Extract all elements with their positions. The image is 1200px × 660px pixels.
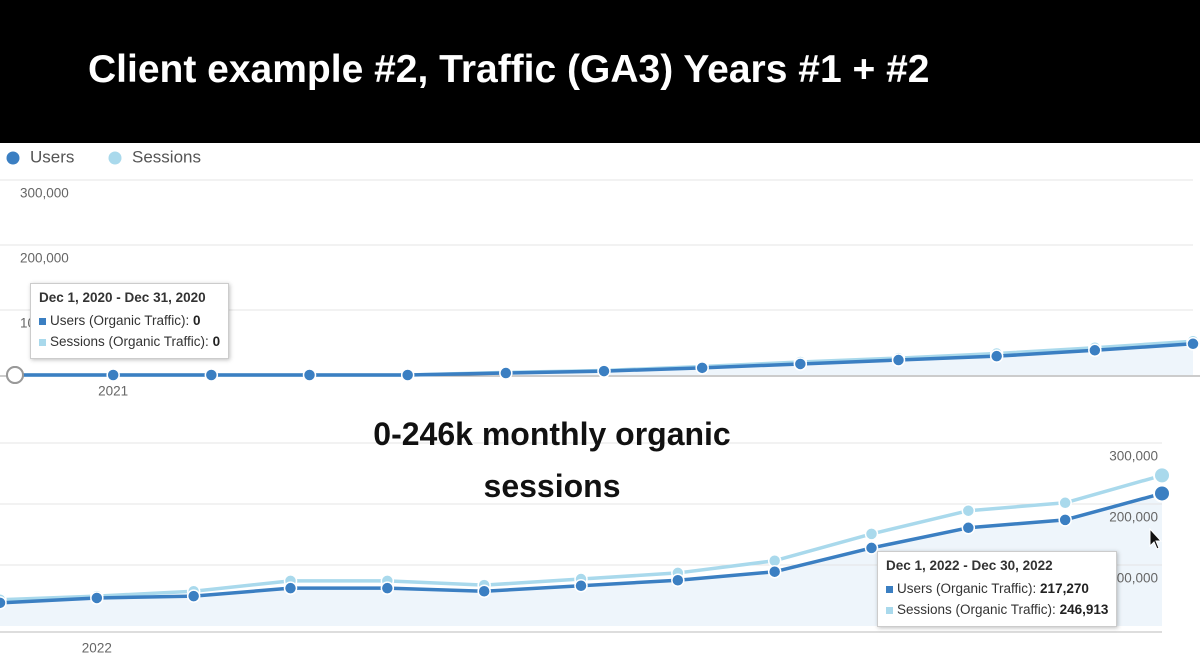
tooltip-value: 0 (212, 334, 221, 349)
tooltip: Dec 1, 2020 - Dec 31, 2020 Users (Organic… (30, 283, 230, 359)
data-point (400, 368, 415, 382)
tooltip-value: 217,270 (1040, 581, 1089, 596)
data-point (671, 573, 685, 587)
data-point (499, 366, 513, 380)
data-point (961, 503, 976, 518)
y-tick-label: 300,000 (1109, 449, 1158, 464)
tooltip-swatch (886, 585, 893, 593)
tooltip-title: Dec 1, 2020 - Dec 31, 2020 (39, 290, 206, 305)
data-point (891, 353, 906, 367)
data-point (767, 553, 782, 568)
y-tick-label: 200,000 (20, 251, 69, 266)
data-point (106, 368, 120, 382)
x-tick-label: 2022 (82, 641, 112, 656)
data-point (793, 357, 808, 371)
slide-title: Client example #2, Traffic (GA3) Years #… (88, 48, 930, 91)
tooltip-label: Users (Organic Traffic): (50, 313, 190, 328)
data-point (1153, 466, 1171, 485)
tooltip-row: Sessions (Organic Traffic): 0 (39, 331, 220, 352)
data-point (989, 349, 1004, 363)
data-point (1186, 337, 1200, 351)
data-point (1058, 513, 1072, 527)
tooltip-swatch (39, 338, 46, 346)
tooltip-swatch (39, 317, 46, 325)
y-tick-label: 100,000 (1109, 571, 1158, 586)
tooltip-swatch (886, 606, 893, 614)
tooltip: Dec 1, 2022 - Dec 30, 2022 Users (Organic… (877, 551, 1118, 627)
data-point (1058, 496, 1072, 510)
data-point (961, 521, 976, 535)
data-point (186, 589, 201, 603)
data-point (283, 581, 298, 595)
tooltip-row: Sessions (Organic Traffic): 246,913 (886, 599, 1108, 620)
data-point (302, 368, 317, 382)
area-fill (15, 343, 1193, 375)
data-point (574, 578, 588, 593)
x-tick-label: 2021 (98, 384, 128, 399)
legend-marker (6, 151, 20, 165)
y-tick-label: 200,000 (1109, 510, 1158, 525)
legend-marker (108, 151, 122, 165)
tooltip-label: Users (Organic Traffic): (897, 581, 1037, 596)
data-point (767, 564, 782, 579)
tooltip-row: Users (Organic Traffic): 0 (39, 310, 220, 331)
tooltip-row: Users (Organic Traffic): 217,270 (886, 578, 1108, 599)
data-point (90, 591, 104, 605)
data-point (864, 527, 879, 541)
data-point (477, 584, 491, 598)
y-tick-label: 300,000 (20, 186, 69, 201)
data-point (597, 364, 611, 378)
tooltip-value: 0 (193, 313, 201, 328)
data-point (204, 368, 219, 382)
tooltip-title: Dec 1, 2022 - Dec 30, 2022 (886, 558, 1053, 573)
data-point (0, 596, 7, 610)
legend-label: Sessions (132, 147, 201, 166)
legend-label: Users (30, 147, 74, 166)
data-point (1088, 343, 1102, 358)
data-point (380, 581, 395, 595)
tooltip-label: Sessions (Organic Traffic): (897, 602, 1056, 617)
annotation: 0-246k monthly organic sessions (373, 416, 731, 504)
tooltip-label: Sessions (Organic Traffic): (50, 334, 209, 349)
data-point (6, 366, 24, 384)
data-point (1153, 484, 1171, 503)
tooltip-value: 246,913 (1059, 602, 1109, 617)
title-bar: Client example #2, Traffic (GA3) Years #… (0, 0, 1200, 143)
data-point (695, 361, 709, 375)
data-point (864, 541, 879, 555)
cursor (1149, 527, 1163, 550)
